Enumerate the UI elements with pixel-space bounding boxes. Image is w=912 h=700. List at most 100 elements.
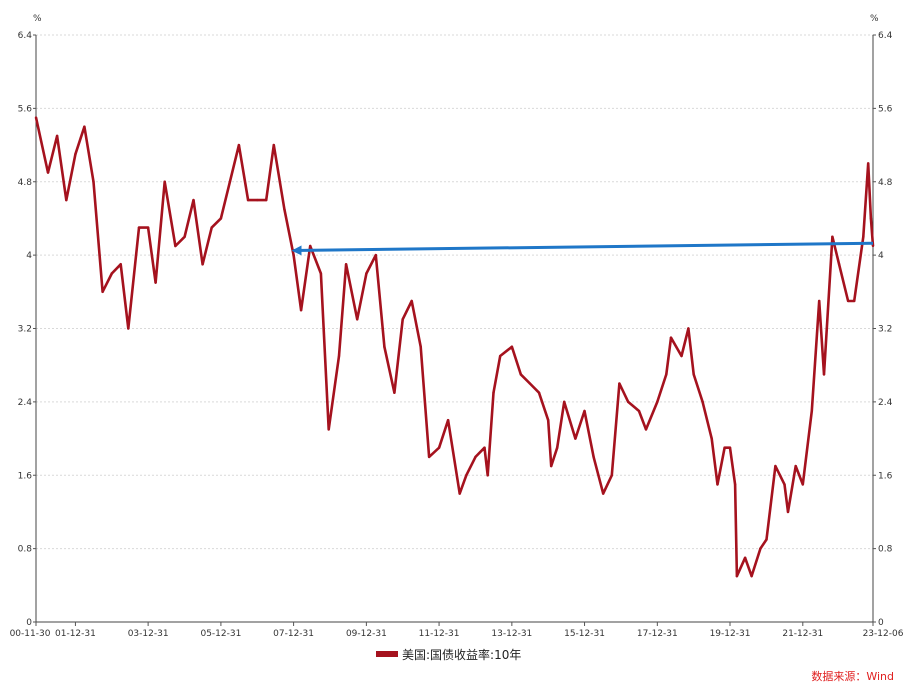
- data-point: [292, 253, 295, 257]
- data-point: [701, 400, 704, 404]
- data-point: [237, 143, 241, 147]
- data-point: [92, 180, 95, 183]
- data-point: [801, 483, 805, 486]
- y-tick-label-left: 4.8: [18, 178, 33, 188]
- y-ticks: 0 0 0.8 0.8 1.6 1.6 2.4 2.4 3.2 3.2 4 4 4.8 4.8 5.6 5.6…: [18, 31, 893, 628]
- x-tick-label: 11-12-31: [419, 629, 460, 639]
- series-line: [34, 117, 875, 578]
- data-point: [163, 180, 166, 183]
- data-point: [356, 318, 359, 321]
- y-tick-label-left: 4: [26, 251, 32, 261]
- data-point: [656, 400, 659, 404]
- data-point: [743, 556, 747, 559]
- data-point: [759, 547, 762, 550]
- data-point: [154, 281, 157, 284]
- data-point: [692, 373, 695, 376]
- data-point: [393, 391, 396, 394]
- data-point: [852, 299, 856, 303]
- x-tick-label: 15-12-31: [564, 629, 605, 639]
- data-point: [750, 574, 753, 578]
- data-point: [774, 464, 777, 468]
- legend-swatch: [376, 651, 398, 657]
- data-point: [492, 391, 495, 394]
- data-point: [74, 153, 77, 156]
- data-point: [665, 373, 668, 376]
- data-point: [637, 409, 641, 413]
- x-ticks: 00-11-30 01-12-31 03-12-31 05-12-31 07-12-31…: [10, 622, 904, 639]
- y-tick-label-right: 2.4: [878, 398, 893, 408]
- data-point: [119, 263, 122, 266]
- x-tick-label: 17-12-31: [637, 629, 678, 639]
- data-point: [837, 263, 841, 266]
- data-point: [687, 327, 690, 330]
- data-point: [427, 455, 431, 459]
- data-point: [265, 198, 268, 202]
- data-point: [519, 373, 523, 376]
- x-tick-label: 03-12-31: [128, 629, 169, 639]
- data-point: [410, 299, 413, 303]
- x-tick-label: 23-12-06: [863, 629, 904, 639]
- data-point: [383, 345, 386, 349]
- legend-label: 美国:国债收益率:10年: [402, 647, 522, 662]
- data-point: [458, 492, 461, 495]
- y-tick-label-left: 3.2: [18, 325, 32, 335]
- data-point: [510, 345, 514, 349]
- y-tick-label-left: 0.8: [18, 545, 33, 555]
- data-point: [327, 428, 330, 431]
- data-point: [783, 483, 786, 486]
- data-point: [127, 327, 130, 330]
- x-tick-label: 13-12-31: [491, 629, 532, 639]
- data-point: [644, 428, 648, 431]
- data-point: [537, 391, 541, 394]
- data-point: [765, 538, 768, 541]
- data-point: [486, 474, 489, 477]
- data-point: [219, 217, 223, 220]
- data-point: [419, 345, 422, 349]
- data-point: [201, 263, 204, 266]
- annotation-group: [291, 241, 874, 256]
- data-point: [365, 272, 368, 275]
- data-point: [735, 574, 739, 578]
- y-tick-label-right: 1.6: [878, 471, 893, 481]
- data-point: [146, 226, 150, 229]
- data-point: [55, 134, 59, 138]
- data-point: [299, 308, 303, 312]
- data-point: [592, 455, 595, 459]
- data-point: [110, 272, 113, 275]
- data-point: [862, 235, 865, 238]
- data-point: [283, 208, 286, 211]
- data-point: [867, 162, 870, 165]
- y-tick-label-right: 3.2: [878, 325, 892, 335]
- x-tick-label: 09-12-31: [346, 629, 387, 639]
- data-point: [174, 244, 177, 248]
- data-point: [794, 464, 797, 468]
- data-point: [716, 483, 719, 486]
- data-point: [528, 382, 532, 385]
- y-tick-label-right: 4: [878, 251, 884, 261]
- data-point: [46, 171, 50, 174]
- data-point: [474, 455, 477, 459]
- data-point: [601, 492, 605, 495]
- data-point: [626, 400, 630, 404]
- y-tick-label-right: 6.4: [878, 31, 893, 41]
- y-unit-left: %: [33, 14, 42, 24]
- data-point: [822, 373, 826, 376]
- data-point: [846, 299, 850, 303]
- data-point: [83, 125, 86, 128]
- y-tick-label-left: 6.4: [18, 31, 33, 41]
- data-point: [710, 437, 713, 440]
- data-point: [669, 336, 673, 339]
- data-point: [137, 226, 141, 229]
- data-point: [733, 483, 737, 486]
- y-tick-label-right: 5.6: [878, 104, 893, 114]
- data-point: [344, 263, 348, 266]
- data-point: [246, 198, 250, 202]
- data-point: [192, 198, 195, 202]
- data-point: [555, 446, 559, 449]
- data-point: [272, 143, 275, 147]
- data-point: [818, 299, 821, 303]
- data-point: [871, 244, 875, 248]
- source-note: 数据来源：Wind: [811, 670, 894, 683]
- data-point: [574, 437, 577, 440]
